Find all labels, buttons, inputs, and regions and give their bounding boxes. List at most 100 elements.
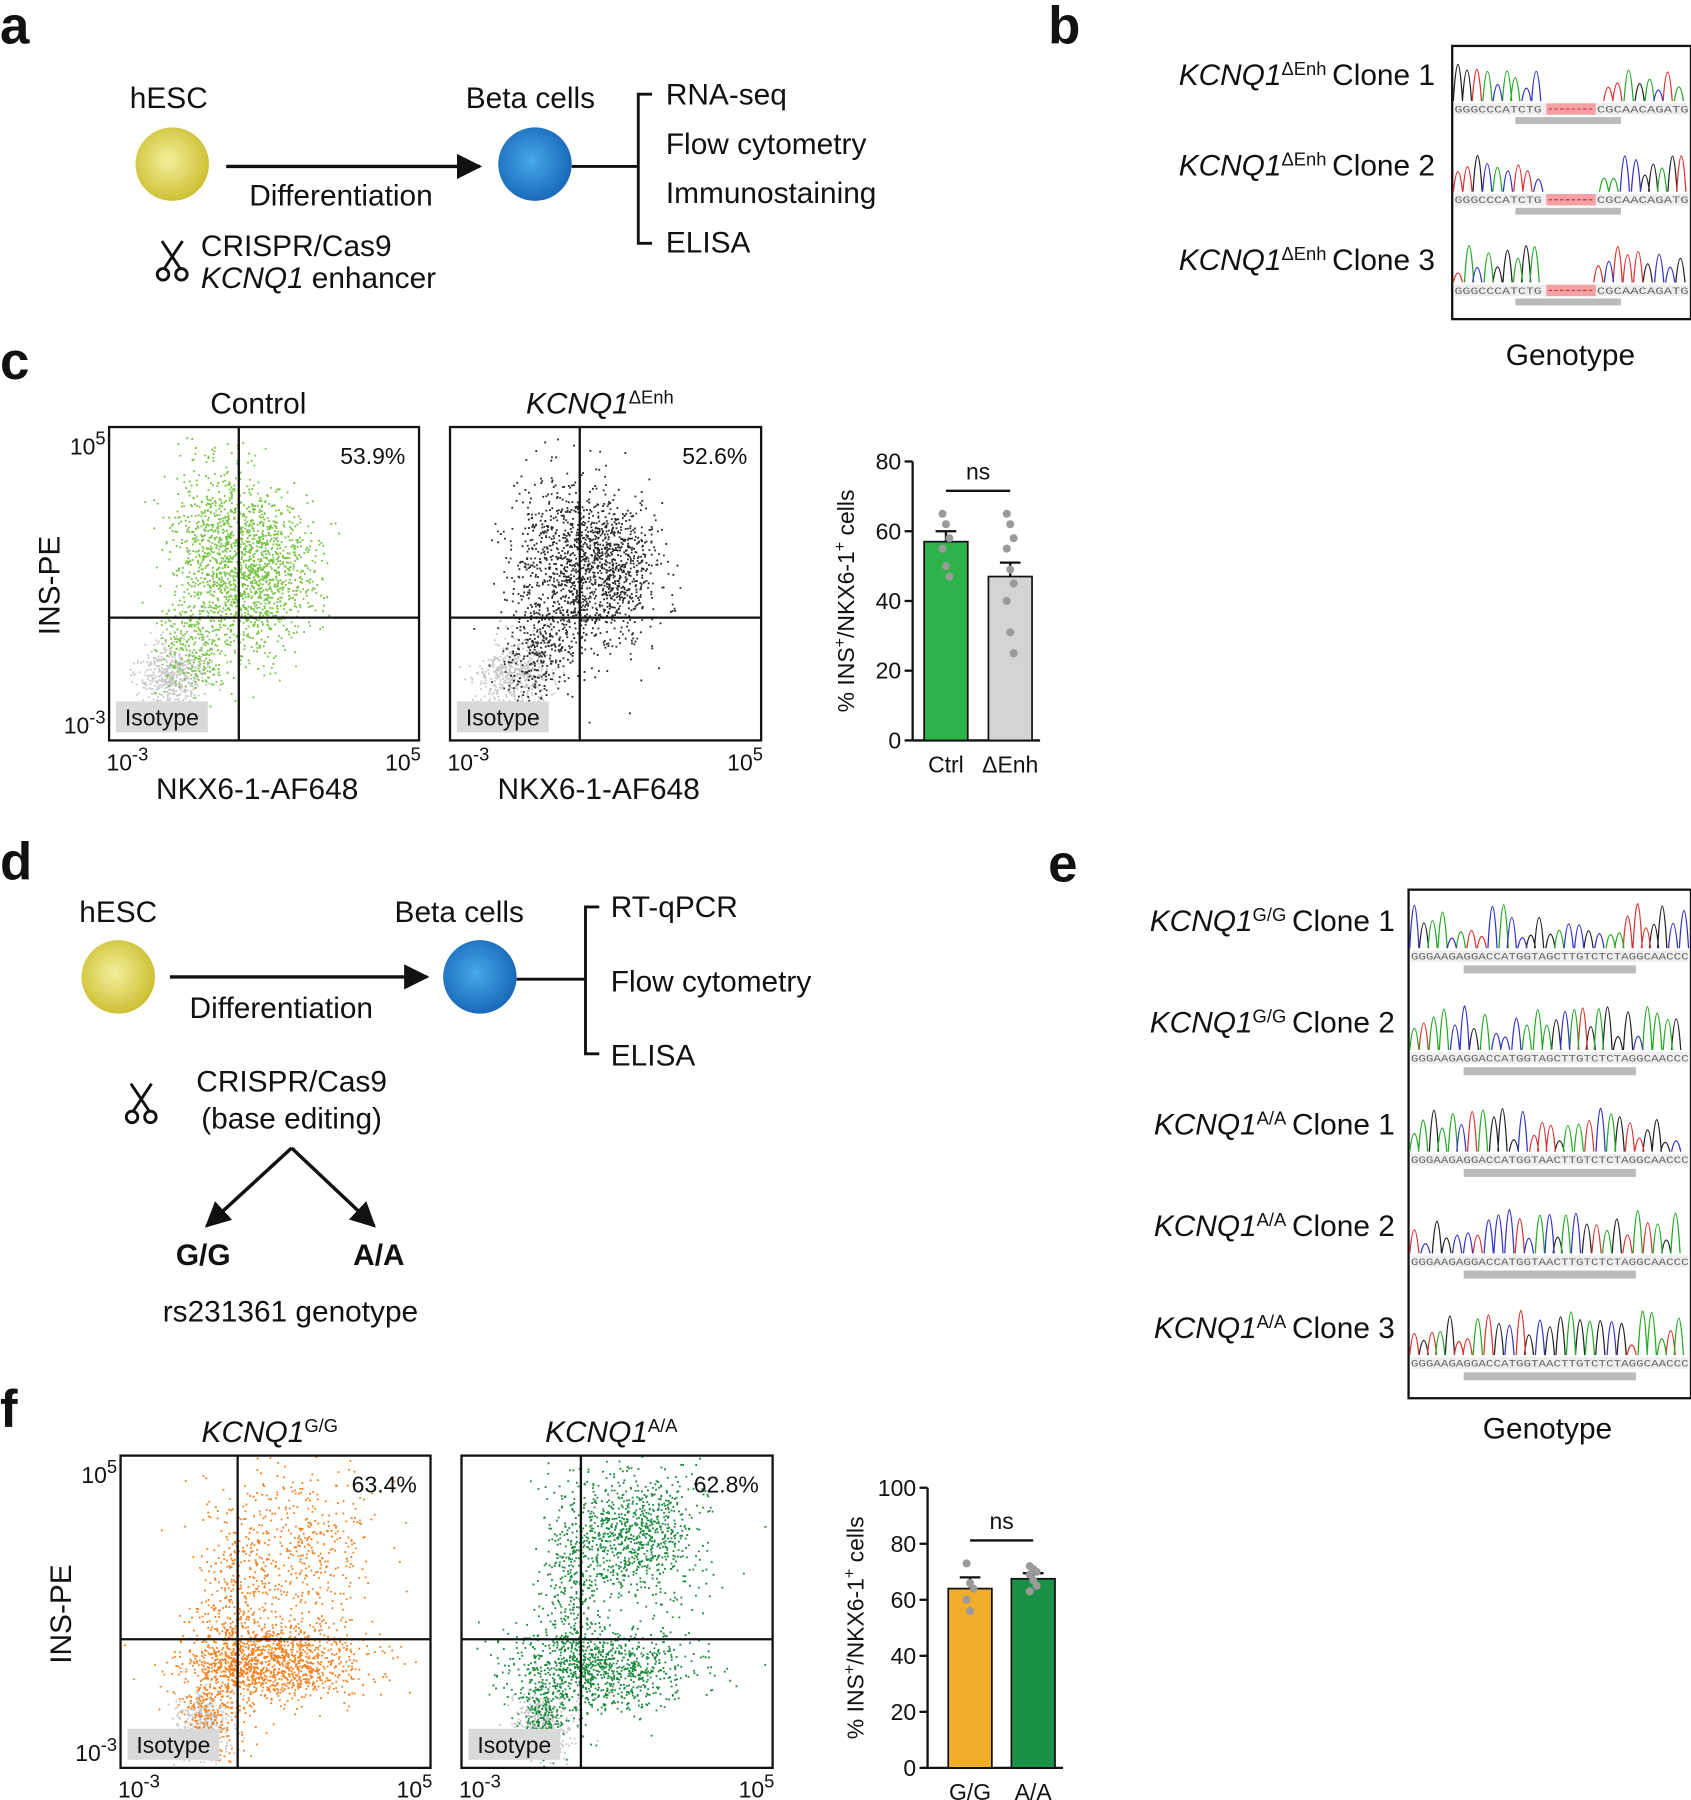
superscript: 5 (753, 743, 763, 764)
data-point (1006, 628, 1015, 637)
caption: Genotype (1483, 1412, 1612, 1445)
chromatogram: GGGAAGAGGACCATGGTAGCTTGTCTCTAGGCAACCC (1409, 903, 1690, 974)
edit-mode: (base editing) (201, 1102, 382, 1135)
superscript: ΔEnh (629, 386, 674, 407)
clone-label: KCNQ1ΔEnh Clone 3 (1179, 242, 1435, 277)
scissors-icon (124, 1082, 158, 1125)
text-part: KCNQ1 (1150, 905, 1253, 938)
plot-title: KCNQ1A/A (545, 1414, 678, 1449)
text-part: KCNQ1 (545, 1416, 648, 1449)
gate-box (115, 701, 208, 733)
text-part: 10 (727, 749, 753, 775)
text-part: Clone 3 (1332, 244, 1435, 277)
trace (1471, 68, 1673, 102)
y-tick-label: 20 (876, 658, 902, 684)
annotation: ns (990, 1508, 1014, 1534)
plot-frame (119, 1454, 432, 1770)
superscript: -3 (89, 706, 105, 727)
clone-label: KCNQ1A/A Clone 1 (1154, 1107, 1395, 1142)
chromatogram: GGGAAGAGGACCATGGTAACTTGTCTCTAGGCAACCC (1409, 1209, 1689, 1279)
gate-label: Isotype (136, 1732, 210, 1758)
clone-label: KCNQ1G/G Clone 2 (1150, 1005, 1395, 1040)
superscript: G/G (1253, 1005, 1287, 1026)
trace (1452, 155, 1687, 192)
cell-cloud (125, 608, 229, 726)
seq-band (1410, 1153, 1689, 1166)
trace (1481, 155, 1642, 192)
annotation: ns (966, 458, 990, 484)
chromatogram: GGGAAGAGGACCATGGTAACTTGTCTCTAGGCAACCC (1409, 1309, 1689, 1381)
superscript: ΔEnh (1281, 242, 1326, 263)
panel-label: b (1048, 0, 1080, 56)
trace (1435, 1310, 1685, 1356)
quadrant-percent: 52.6% (682, 443, 747, 469)
y-tick-label: 20 (891, 1699, 917, 1725)
quadrant-percent: 63.4% (352, 1471, 417, 1497)
x-tick-label: A/A (1015, 1779, 1053, 1800)
text-part: KCNQ1 (526, 387, 629, 420)
edit-target: KCNQ1 enhancer (201, 262, 436, 295)
panel-label: d (0, 832, 32, 891)
panel-label: e (1048, 835, 1077, 894)
text-part: 10 (385, 749, 411, 775)
text-part: KCNQ1 (202, 1416, 305, 1449)
text-part: Clone 2 (1332, 150, 1435, 183)
clone-label: KCNQ1A/A Clone 3 (1154, 1310, 1395, 1345)
tick-label: 105 (81, 1456, 117, 1489)
superscript: + (840, 1665, 858, 1674)
clone-label: KCNQ1ΔEnh Clone 1 (1179, 57, 1435, 92)
trace (1482, 69, 1685, 102)
superscript: + (831, 542, 849, 551)
text-part: KCNQ1 (1179, 59, 1282, 92)
data-point (1002, 596, 1011, 605)
cell-cloud (124, 1455, 417, 1764)
superscript: 5 (411, 743, 421, 764)
superscript: -3 (473, 743, 489, 764)
bar (947, 1587, 993, 1769)
axis-label: INS-PE (45, 1564, 78, 1663)
axis-label: NKX6-1-AF648 (156, 773, 358, 806)
text-part: 10 (118, 1777, 144, 1800)
axis-label: % INS+/NKX6-1+ cells (831, 490, 859, 713)
plot-title: Control (210, 387, 306, 420)
data-point (969, 1584, 978, 1593)
y-tick-label: 0 (903, 1755, 916, 1781)
sequence: GGGAAGAGGACCATGGTAACTTGTCTCTAGGCAACCC (1411, 1155, 1689, 1167)
bar (1010, 1577, 1056, 1769)
caption: Genotype (1506, 339, 1635, 372)
sequence: CGCAACAGATG (1597, 195, 1689, 207)
data-point (1002, 544, 1011, 553)
readout: Immunostaining (666, 177, 877, 210)
text-part: KCNQ1 (1154, 1108, 1257, 1141)
data-point (1006, 520, 1015, 529)
text-part: cells (833, 490, 859, 542)
text-part: KCNQ1 (1179, 150, 1282, 183)
arrow (204, 1146, 293, 1228)
sequence: GGGCCCATCTG (1454, 105, 1541, 117)
node-label: hESC (130, 82, 208, 115)
text-part: cells (842, 1516, 868, 1568)
plot-title: KCNQ1G/G (202, 1414, 338, 1449)
trace (1534, 1210, 1681, 1254)
y-tick-label: 60 (876, 518, 902, 544)
data-point (945, 572, 954, 581)
text-part: KCNQ1 (1150, 1007, 1253, 1040)
trace (1427, 904, 1625, 949)
seq-band (1410, 1255, 1689, 1268)
text-part: 10 (64, 713, 90, 739)
text-part: Clone 1 (1292, 905, 1395, 938)
text-part: % INS (833, 647, 859, 712)
node-label: hESC (79, 896, 157, 929)
trace (1456, 1107, 1682, 1152)
bracket (516, 905, 600, 1056)
read-bar (1515, 117, 1621, 124)
process-label: Differentiation (190, 992, 374, 1025)
gate-box (468, 1728, 561, 1760)
text-part: 10 (75, 1740, 101, 1766)
superscript: A/A (1257, 1209, 1287, 1230)
plot-frame (107, 425, 421, 742)
superscript: ΔEnh (1281, 57, 1326, 78)
clone-label: KCNQ1ΔEnh Clone 2 (1179, 148, 1435, 183)
readout: ELISA (666, 227, 751, 260)
